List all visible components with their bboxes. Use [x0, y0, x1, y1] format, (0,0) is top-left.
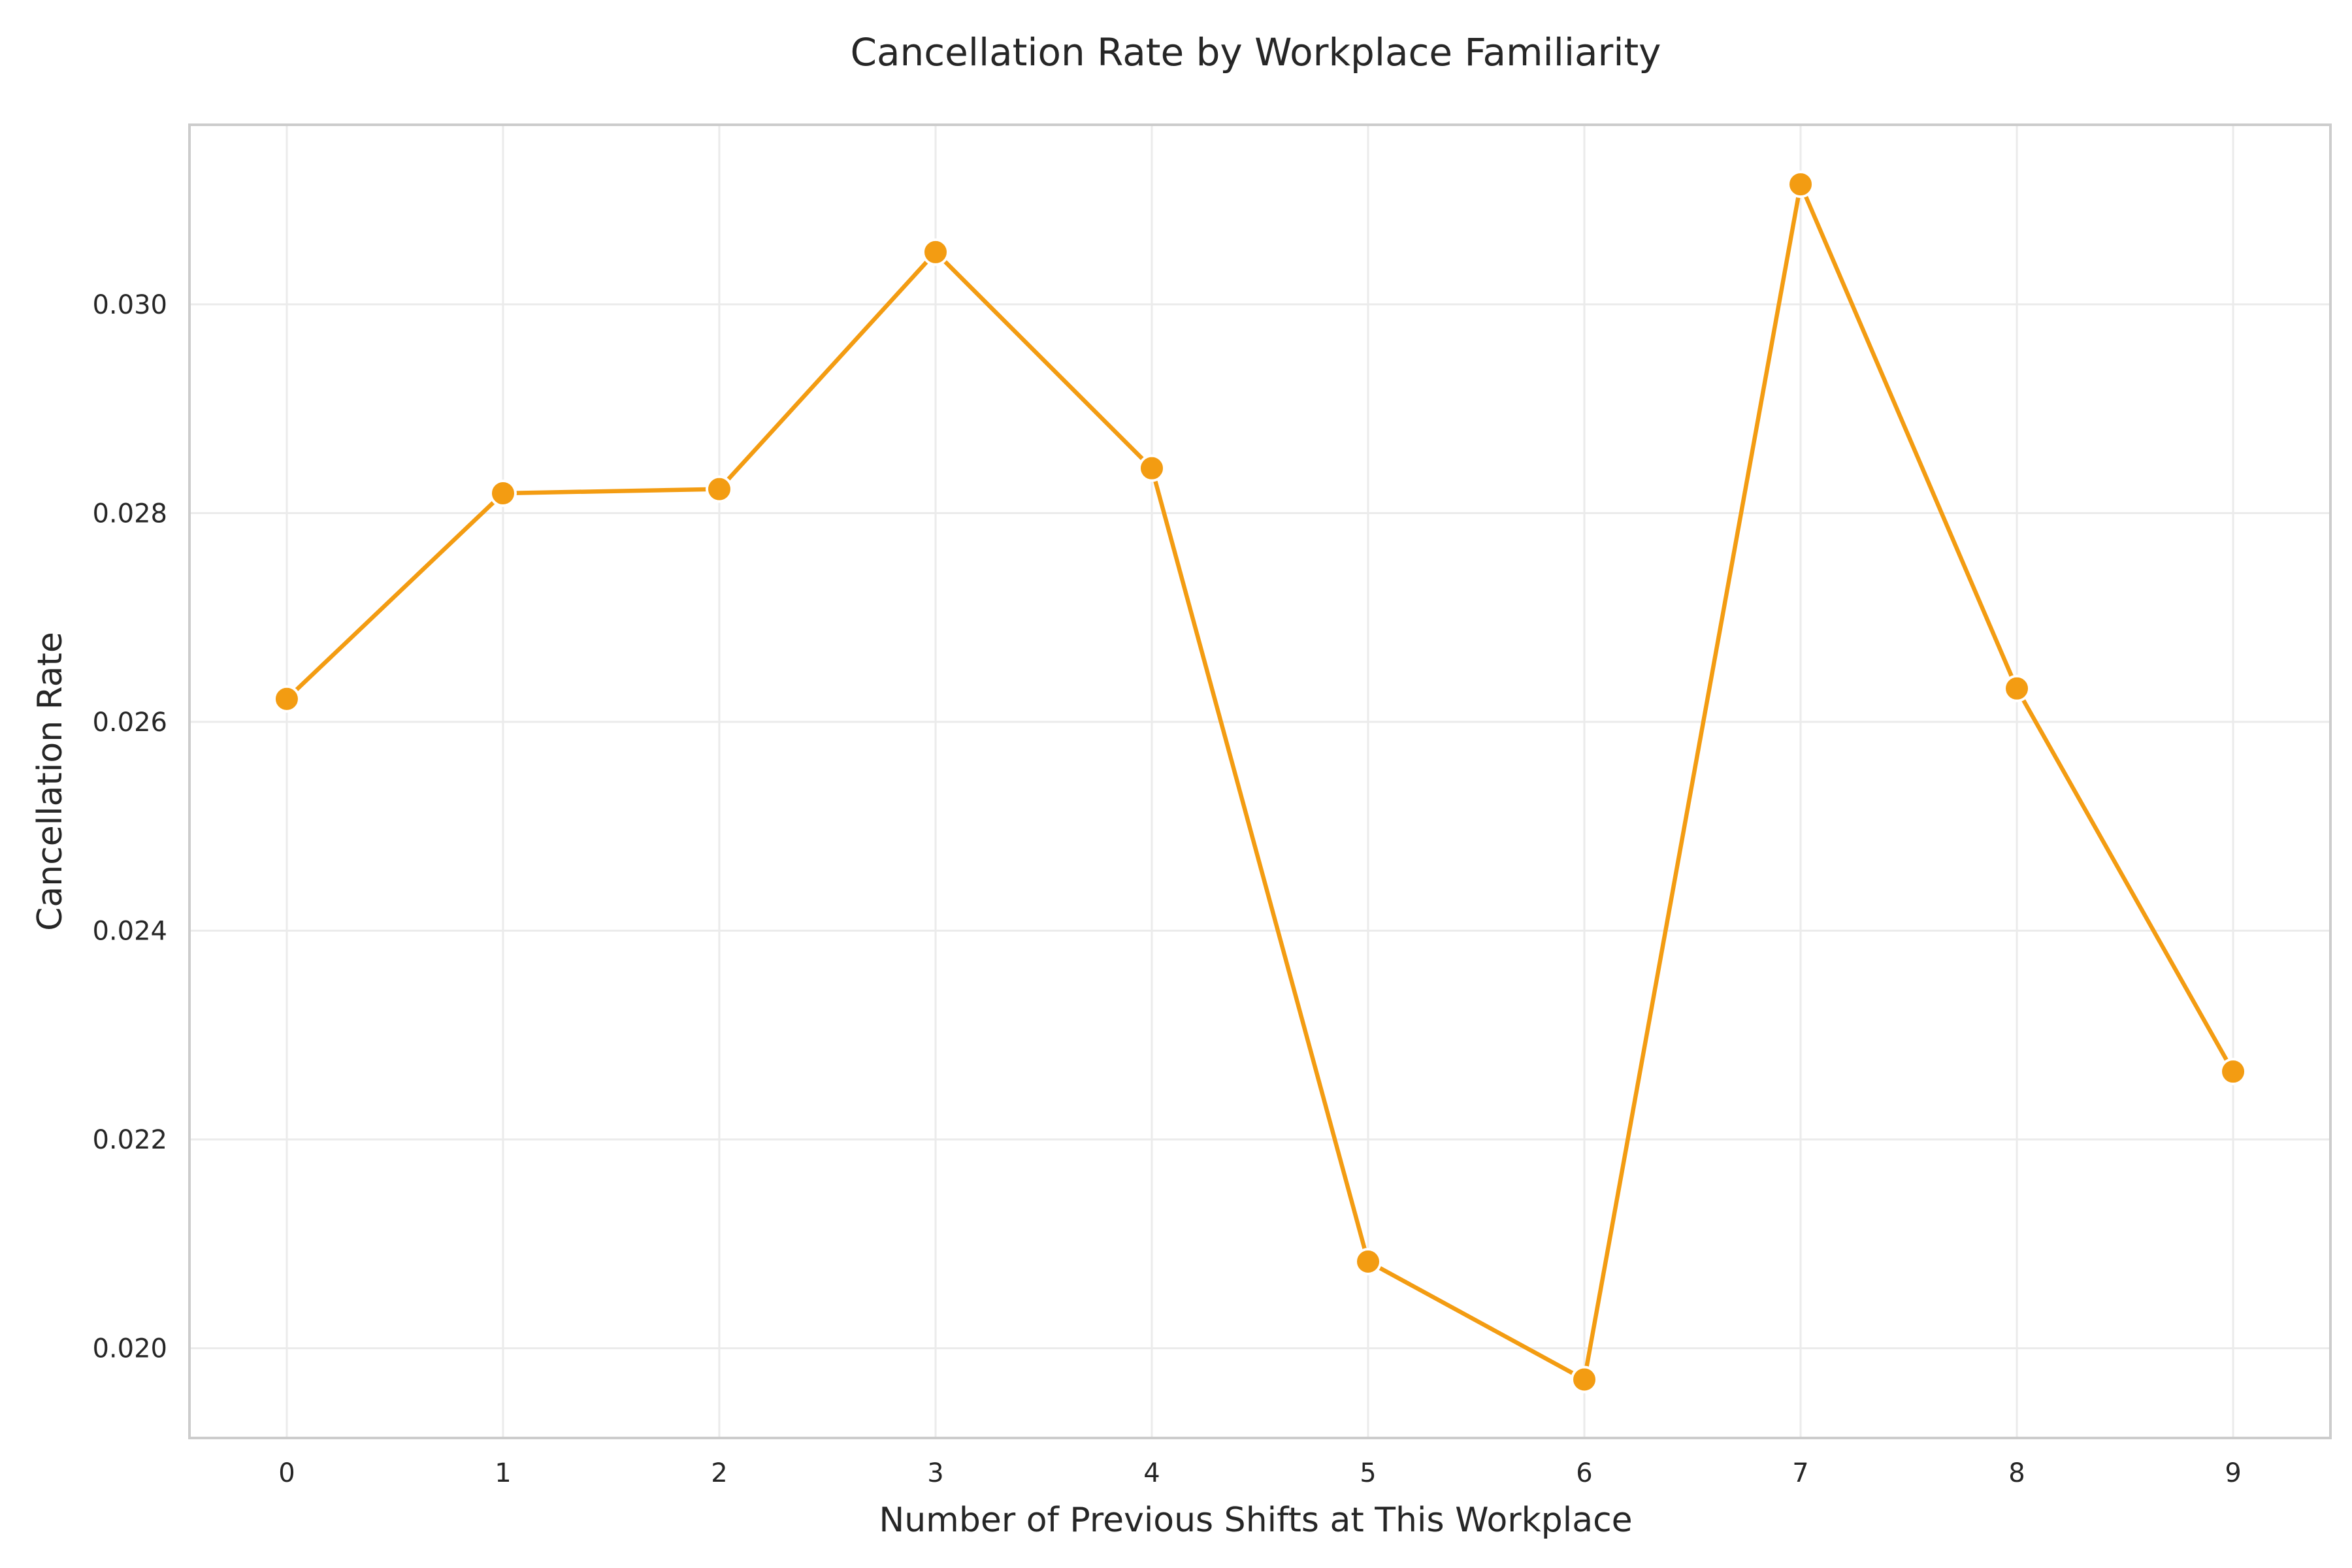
data-point: [1571, 1365, 1599, 1394]
data-point: [921, 238, 949, 266]
x-tick-label: 4: [1143, 1458, 1160, 1488]
plot-area-frame: [188, 123, 2332, 1439]
x-tick-label: 9: [2225, 1458, 2241, 1488]
y-tick-label: 0.020: [92, 1334, 167, 1364]
x-tick-label: 7: [1792, 1458, 1808, 1488]
grid: [189, 125, 2330, 1438]
x-tick-label: 0: [278, 1458, 295, 1488]
x-tick-label: 1: [495, 1458, 511, 1488]
y-tick-label: 0.030: [92, 290, 167, 320]
data-point: [2003, 674, 2031, 702]
y-tick-label: 0.028: [92, 498, 167, 529]
data-point: [1137, 454, 1166, 482]
data-point: [489, 480, 517, 508]
y-axis-ticks: 0.020 0.022 0.024 0.026 0.028 0.030: [92, 290, 167, 1364]
x-tick-label: 5: [1360, 1458, 1376, 1488]
data-point: [705, 475, 733, 503]
series-line-0: [284, 182, 2236, 1382]
data-point: [272, 685, 301, 713]
chart-title: Cancellation Rate by Workplace Familiari…: [850, 30, 1661, 74]
data-point: [1354, 1247, 1382, 1275]
x-tick-label: 8: [2008, 1458, 2025, 1488]
series-group: [272, 171, 2247, 1394]
x-axis-label: Number of Previous Shifts at This Workpl…: [879, 1501, 1632, 1540]
y-axis-label: Cancellation Rate: [31, 632, 70, 931]
x-tick-label: 6: [1576, 1458, 1592, 1488]
data-point: [2219, 1058, 2247, 1086]
data-point: [1787, 171, 1815, 199]
y-tick-label: 0.026: [92, 708, 167, 738]
x-axis-ticks: 0 1 2 3 4 5 6 7 8 9: [278, 1458, 2242, 1488]
x-tick-label: 3: [927, 1458, 943, 1488]
y-tick-label: 0.022: [92, 1125, 167, 1155]
y-tick-label: 0.024: [92, 916, 167, 946]
x-tick-label: 2: [711, 1458, 727, 1488]
